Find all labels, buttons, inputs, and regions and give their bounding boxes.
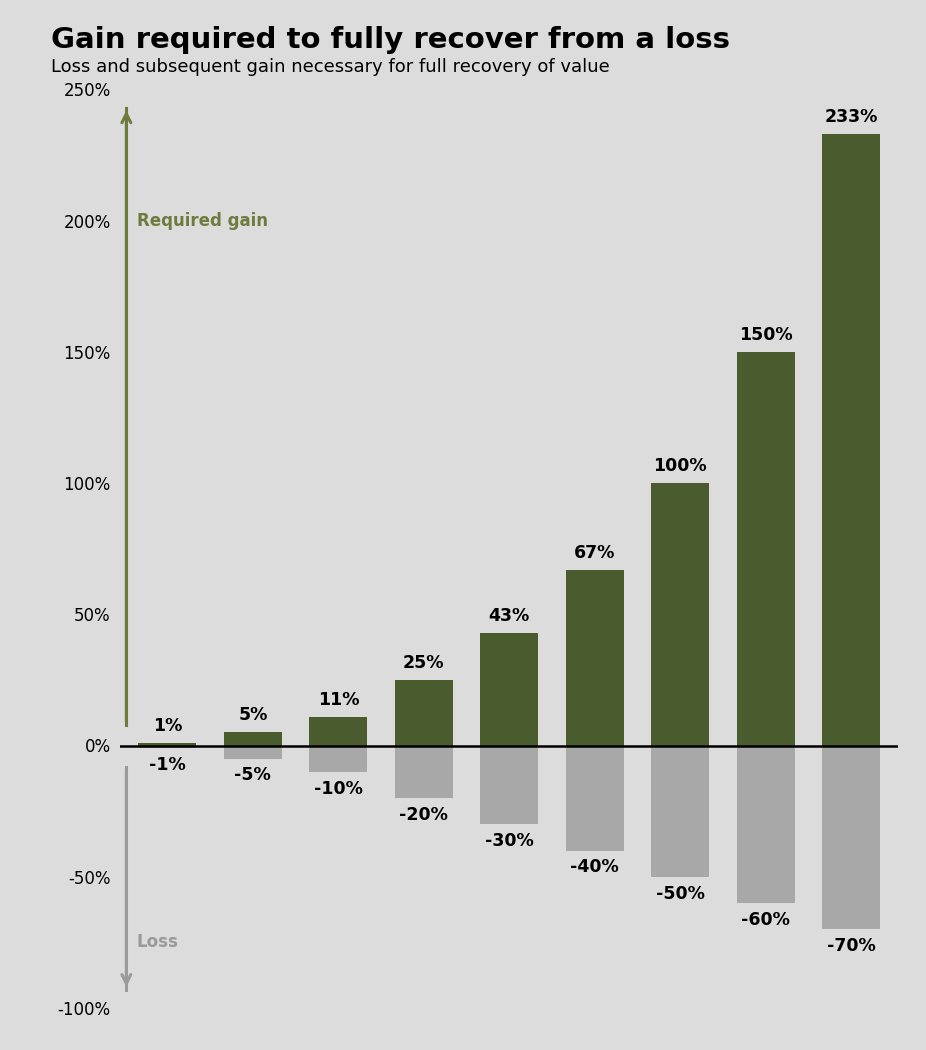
Text: 25%: 25% [403, 654, 444, 672]
Bar [138, 746, 196, 748]
Text: 233%: 233% [824, 108, 878, 126]
Text: Required gain: Required gain [137, 211, 268, 230]
Bar [138, 743, 196, 746]
Bar [651, 746, 709, 877]
Text: Loss: Loss [137, 933, 179, 951]
Text: -10%: -10% [314, 779, 363, 798]
Text: -1%: -1% [149, 756, 186, 774]
Bar [309, 716, 368, 745]
Text: 11%: 11% [318, 691, 359, 709]
Text: -40%: -40% [570, 859, 619, 877]
Text: -30%: -30% [485, 832, 533, 850]
Bar [394, 680, 453, 745]
Bar [822, 746, 881, 929]
Bar [481, 632, 538, 746]
Text: 1%: 1% [153, 717, 182, 735]
Bar [481, 746, 538, 824]
Bar [394, 746, 453, 798]
Bar [566, 569, 624, 746]
Text: 5%: 5% [238, 707, 268, 724]
Bar [566, 746, 624, 851]
Text: 43%: 43% [489, 607, 530, 625]
Text: -50%: -50% [656, 884, 705, 903]
Text: -20%: -20% [399, 806, 448, 824]
Text: -5%: -5% [234, 766, 271, 784]
Bar [309, 746, 368, 772]
Bar [224, 733, 282, 746]
Text: Loss and subsequent gain necessary for full recovery of value: Loss and subsequent gain necessary for f… [51, 58, 609, 76]
Text: 67%: 67% [574, 544, 616, 562]
Bar [737, 746, 795, 903]
Text: -70%: -70% [827, 937, 876, 956]
Bar [224, 746, 282, 758]
Bar [822, 133, 881, 746]
Text: Gain required to fully recover from a loss: Gain required to fully recover from a lo… [51, 26, 730, 55]
Text: 100%: 100% [654, 457, 707, 475]
Text: 150%: 150% [739, 326, 793, 344]
Text: -60%: -60% [742, 910, 790, 929]
Bar [737, 352, 795, 746]
Bar [651, 483, 709, 746]
